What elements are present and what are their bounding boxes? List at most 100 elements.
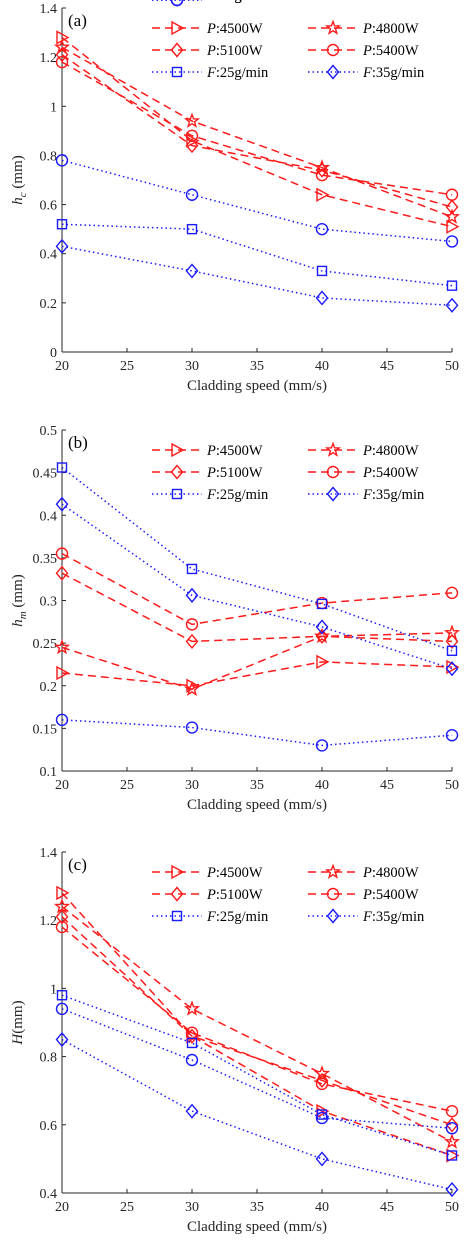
data-point-marker <box>55 1031 69 1048</box>
data-point-marker <box>443 624 461 640</box>
series-line <box>61 916 453 1126</box>
legend-marker-icon <box>326 64 340 80</box>
x-tick-label: 20 <box>55 359 69 374</box>
data-point-marker <box>445 188 459 201</box>
data-point-marker <box>445 728 459 742</box>
data-point-marker <box>53 38 71 55</box>
series-f-25gmin <box>56 219 458 291</box>
data-point-marker <box>315 168 329 182</box>
data-point-marker <box>443 1133 461 1149</box>
x-axis-title: Cladding speed (mm/s) <box>187 378 327 394</box>
legend-marker-icon <box>324 441 342 457</box>
series-line <box>61 552 453 626</box>
legend-label: P:5400W <box>362 887 419 903</box>
data-point-marker <box>55 920 69 934</box>
legend-item: F:35g/min <box>308 908 425 925</box>
y-tick-label: 0.8 <box>40 1051 58 1066</box>
y-ticks: 0 0.2 0.4 0.6 0.8 1 1.2 1.4 <box>40 2 66 361</box>
data-point-marker <box>185 618 199 631</box>
data-point-marker <box>445 235 459 248</box>
legend-marker-icon <box>170 464 184 480</box>
legend-item: P:4500W <box>152 864 263 881</box>
data-point-marker <box>315 1111 329 1125</box>
legend-label: F:25g/min <box>206 909 269 925</box>
data-point-marker <box>186 133 200 148</box>
data-point-marker <box>185 633 199 650</box>
data-point-marker <box>55 1002 69 1016</box>
series-f-25gmin <box>56 462 458 656</box>
data-point-marker <box>315 290 329 306</box>
legend-marker-icon <box>324 19 342 35</box>
legend-marker-icon <box>326 43 340 57</box>
legend-marker-icon <box>170 886 184 902</box>
data-point-marker <box>56 462 68 473</box>
series-line <box>61 466 453 652</box>
y-tick-label: 1.2 <box>40 914 58 929</box>
series-line <box>61 61 453 196</box>
legend-item: P:5400W <box>308 887 419 903</box>
data-point-marker <box>445 633 459 650</box>
x-tick-label: 25 <box>120 778 134 793</box>
legend-item: P:4800W <box>308 19 419 37</box>
data-point-marker <box>445 1117 459 1133</box>
data-point-marker <box>53 638 71 655</box>
x-tick-label: 40 <box>315 359 329 374</box>
data-point-marker <box>183 1000 201 1016</box>
legend-item: P:5100W <box>152 42 263 59</box>
x-tick-label: 30 <box>185 1200 199 1215</box>
x-tick-label: 25 <box>120 1200 134 1215</box>
y-tick-label: 1 <box>50 100 57 115</box>
series-p-4800w <box>53 898 461 1149</box>
legend-item: P:5100W <box>152 464 263 481</box>
data-point-marker <box>186 223 198 235</box>
legend-marker-icon <box>326 486 340 502</box>
series-line <box>61 572 453 643</box>
legend-item: P:4800W <box>308 863 419 881</box>
legend-label: P:5400W <box>362 43 419 59</box>
x-axis-title: Cladding speed (mm/s) <box>187 1219 327 1235</box>
y-tick-label: 0.1 <box>40 765 58 780</box>
series-p-4800w <box>53 624 461 697</box>
data-point-marker <box>185 587 199 603</box>
series-p-4500w <box>56 885 460 1163</box>
legend-label: P:4500W <box>206 865 263 881</box>
data-point-marker <box>185 188 199 201</box>
x-tick-label: 45 <box>380 778 394 793</box>
legend-label: F:50g/min <box>206 0 269 4</box>
legend-label: P:5100W <box>206 465 263 481</box>
legend-label: F:25g/min <box>206 65 269 81</box>
legend-label: F:35g/min <box>362 65 425 81</box>
data-point-marker <box>446 645 458 656</box>
x-tick-label: 40 <box>315 1200 329 1215</box>
legend-label: P:5100W <box>206 887 263 903</box>
y-tick-label: 0.15 <box>33 722 58 737</box>
series-line <box>61 661 453 687</box>
data-point-marker <box>315 222 329 236</box>
chart-panel-3: 20 25 30 35 40 45 50 0.4 0.6 0.8 1 1.2 1.4 Cladding s… <box>10 0 461 1235</box>
x-ticks: 20 25 30 35 40 45 50 <box>55 1189 459 1215</box>
legend-marker-icon <box>326 465 340 479</box>
legend-item: P:5400W <box>308 43 419 59</box>
y-ticks: 0.4 0.6 0.8 1 1.2 1.4 <box>40 846 66 1202</box>
y-tick-label: 1 <box>50 982 57 997</box>
x-tick-label: 30 <box>185 359 199 374</box>
series-p-5400w <box>55 547 459 631</box>
series-line <box>61 46 453 218</box>
x-tick-label: 25 <box>120 359 134 374</box>
series-line <box>61 36 453 228</box>
y-axis-title: hm (mm) <box>10 574 29 627</box>
y-tick-label: 0.4 <box>40 248 58 263</box>
legend: P:4500W P:4800W P:5100W P:5400W F:25g/min F:3… <box>152 0 425 925</box>
series-line <box>61 719 453 747</box>
series-line <box>61 632 453 690</box>
data-point-marker <box>315 162 329 178</box>
data-point-marker <box>55 713 69 727</box>
legend-item: P:4800W <box>308 441 419 459</box>
data-point-marker <box>55 547 69 560</box>
data-point-marker <box>185 1053 199 1067</box>
x-ticks: 20 25 30 35 40 45 50 <box>55 767 459 793</box>
x-tick-label: 35 <box>250 1200 264 1215</box>
y-tick-label: 1.4 <box>40 2 58 17</box>
series-f-35gmin <box>55 496 459 677</box>
